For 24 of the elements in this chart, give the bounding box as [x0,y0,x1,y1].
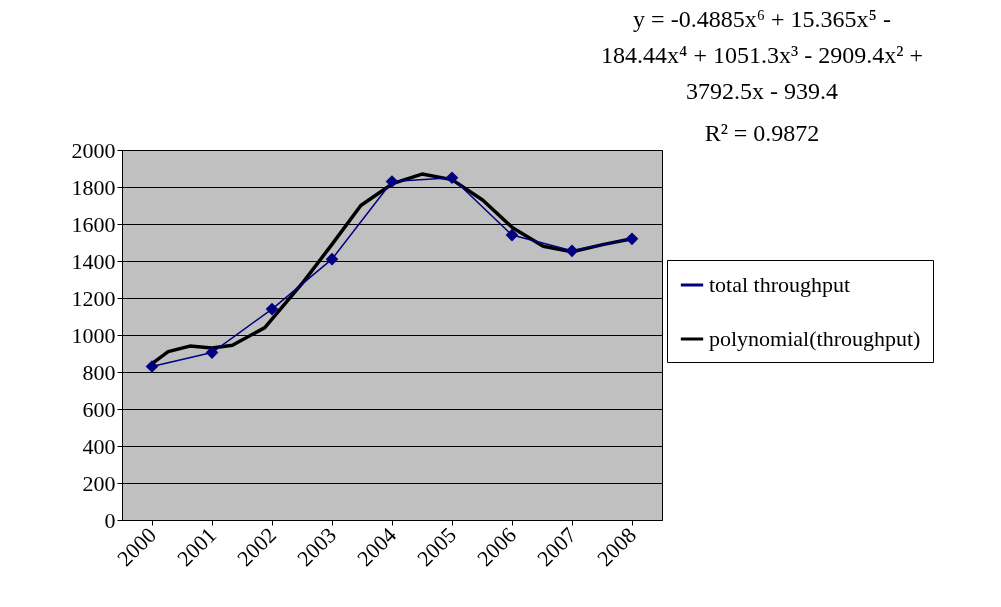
y-tick-label: 1000 [71,322,116,348]
point [325,252,339,266]
y-tick-label: 0 [104,507,116,533]
point [205,346,219,359]
point [505,228,519,242]
legend-label: polynomial(throughput) [709,326,921,351]
legend-label: total throughput [709,272,851,297]
text: y = -0.4885x⁶ + 15.365x⁵ - 184.44x⁴ + 1051.3x³ - 2909.4x² + 3792.5x - 939.4 [601,6,923,104]
y-tick-label: 2000 [71,137,116,163]
y-tick-label: 200 [82,470,116,496]
point [265,302,279,316]
y-tick-label: 800 [82,359,116,385]
y-tick-label: 1400 [71,248,116,274]
point [445,171,459,185]
y-tick-label: 1800 [71,174,116,200]
point [565,244,579,258]
y-tick-label: 1200 [71,285,116,311]
y-tick-label: 1600 [71,211,116,237]
y-tick-label: 400 [82,433,116,459]
point [145,360,159,373]
text: R² = 0.9872 [704,120,820,146]
point [385,175,399,188]
y-tick-label: 600 [82,396,116,422]
point [625,232,639,246]
